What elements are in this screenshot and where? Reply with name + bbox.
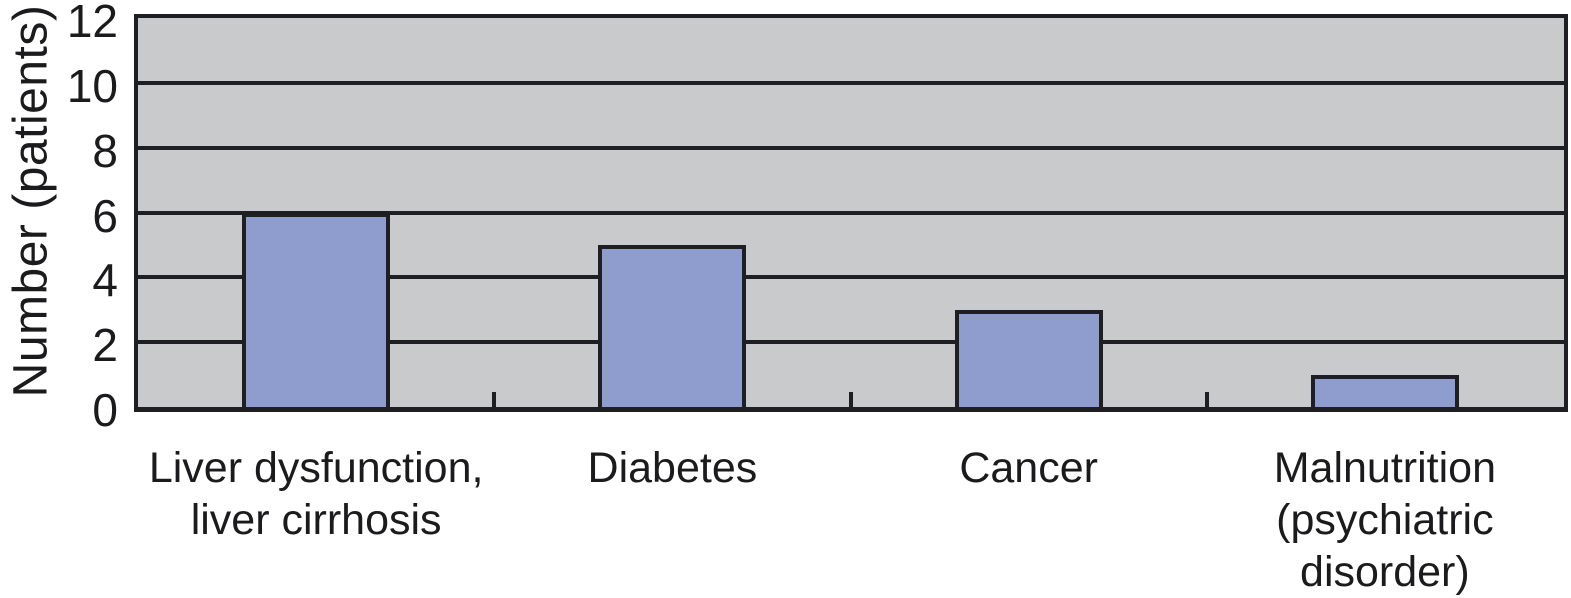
x-category-label-3: Cancer — [959, 444, 1098, 492]
x-axis-tick — [1204, 392, 1209, 407]
x-category-label-1: Liver dysfunction, liver cirrhosis — [148, 444, 484, 544]
gridline-y-10 — [138, 80, 1564, 85]
bar-4 — [1310, 374, 1459, 407]
bar-2 — [598, 244, 747, 407]
x-axis-tick — [848, 392, 853, 407]
y-tick-label-0: 0 — [92, 384, 118, 436]
x-axis-category-labels: Liver dysfunction, liver cirrhosis Diabet… — [138, 442, 1563, 598]
bar-3 — [954, 309, 1103, 407]
x-category-label-2: Diabetes — [587, 444, 758, 492]
gridline-y-2 — [138, 340, 1564, 345]
y-tick-label-6: 6 — [92, 189, 118, 242]
gridline-y-4 — [138, 275, 1564, 280]
x-axis-tick — [492, 392, 497, 407]
y-tick-label-8: 8 — [92, 124, 118, 177]
y-tick-label-2: 2 — [92, 319, 118, 372]
y-tick-label-10: 10 — [66, 59, 118, 112]
plot-area — [134, 14, 1568, 412]
y-tick-label-12: 12 — [66, 0, 118, 47]
plot-inner-layer — [138, 18, 1564, 407]
x-category-label-4: Malnutrition (psychiatric disorder) — [1273, 444, 1496, 596]
y-tick-label-4: 4 — [92, 254, 118, 307]
gridline-y-8 — [138, 145, 1564, 150]
gridline-y-6 — [138, 210, 1564, 215]
bar-1 — [242, 212, 391, 407]
